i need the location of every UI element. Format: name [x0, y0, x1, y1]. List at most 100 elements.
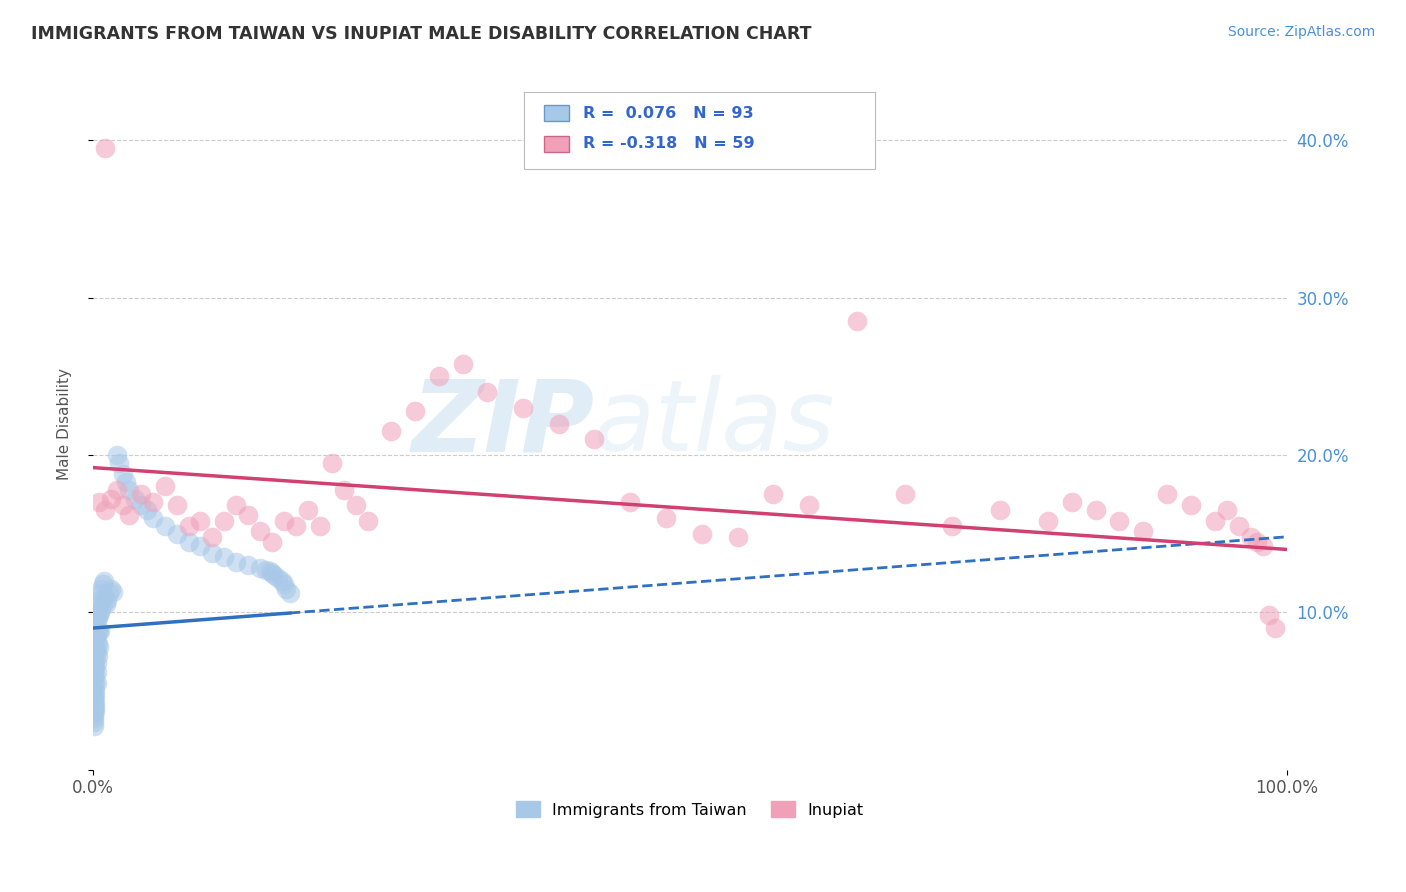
Point [84, 616, 107, 631]
Point [238, 558, 260, 573]
Point [83, 715, 105, 730]
Point [1216, 503, 1239, 517]
Point [166, 526, 188, 541]
Point [87, 640, 110, 654]
Point [893, 487, 915, 501]
Point [332, 483, 354, 497]
Point [238, 508, 260, 522]
Point [94, 141, 117, 155]
Point [276, 582, 298, 596]
Point [84, 645, 107, 659]
Point [83, 656, 105, 670]
Point [86, 665, 108, 679]
Point [83, 648, 105, 662]
Point [690, 526, 713, 541]
Point [86, 605, 108, 619]
Point [190, 514, 212, 528]
Point [214, 514, 236, 528]
Point [1246, 534, 1268, 549]
Point [547, 417, 569, 431]
Point [84, 695, 107, 709]
Point [84, 652, 107, 666]
Point [249, 561, 271, 575]
Point [451, 357, 474, 371]
Point [270, 574, 292, 588]
Point [1240, 530, 1263, 544]
Point [177, 534, 200, 549]
Point [153, 518, 176, 533]
Point [87, 624, 110, 639]
Point [118, 508, 141, 522]
Point [1108, 514, 1130, 528]
Point [84, 668, 107, 682]
Point [97, 586, 120, 600]
Point [321, 456, 343, 470]
Point [260, 534, 283, 549]
Point [308, 518, 330, 533]
Point [83, 711, 105, 725]
Point [278, 586, 301, 600]
Point [142, 511, 165, 525]
Point [153, 479, 176, 493]
Point [87, 608, 110, 623]
Point [83, 699, 105, 714]
Point [83, 697, 105, 711]
Point [427, 369, 450, 384]
Point [166, 499, 188, 513]
Point [267, 571, 290, 585]
Point [94, 503, 117, 517]
Point [1180, 499, 1202, 513]
Point [1084, 503, 1107, 517]
Point [512, 401, 534, 415]
Point [254, 563, 277, 577]
Point [344, 499, 367, 513]
Point [83, 640, 105, 654]
Point [87, 637, 110, 651]
Point [142, 495, 165, 509]
Point [380, 425, 402, 439]
Point [86, 624, 108, 639]
Point [83, 633, 105, 648]
Point [94, 590, 117, 604]
Point [93, 574, 115, 588]
Point [129, 499, 152, 513]
Point [83, 684, 105, 698]
Point [249, 524, 271, 538]
Point [1036, 514, 1059, 528]
Text: ZIP: ZIP [412, 375, 595, 472]
Point [941, 518, 963, 533]
Y-axis label: Male Disability: Male Disability [58, 368, 72, 480]
Point [1251, 539, 1274, 553]
Point [103, 585, 125, 599]
Point [118, 483, 141, 497]
Point [83, 689, 105, 703]
Point [201, 530, 224, 544]
Point [115, 475, 138, 489]
Point [177, 518, 200, 533]
Point [86, 645, 108, 659]
Text: atlas: atlas [595, 375, 837, 472]
Point [124, 491, 146, 506]
Point [762, 487, 785, 501]
Point [1264, 621, 1286, 635]
Point [263, 567, 285, 582]
Point [86, 613, 108, 627]
Point [87, 610, 110, 624]
Point [845, 314, 868, 328]
Point [83, 672, 105, 686]
Point [84, 676, 107, 690]
Point [214, 550, 236, 565]
Point [84, 660, 107, 674]
Point [260, 566, 283, 580]
Point [84, 624, 107, 639]
Point [83, 691, 105, 706]
Point [86, 656, 108, 670]
Text: R =  0.076   N = 93: R = 0.076 N = 93 [583, 106, 754, 120]
Point [83, 676, 105, 690]
Point [297, 503, 319, 517]
Point [89, 586, 111, 600]
Point [83, 665, 105, 679]
Point [91, 577, 114, 591]
Point [259, 565, 281, 579]
Point [83, 660, 105, 674]
